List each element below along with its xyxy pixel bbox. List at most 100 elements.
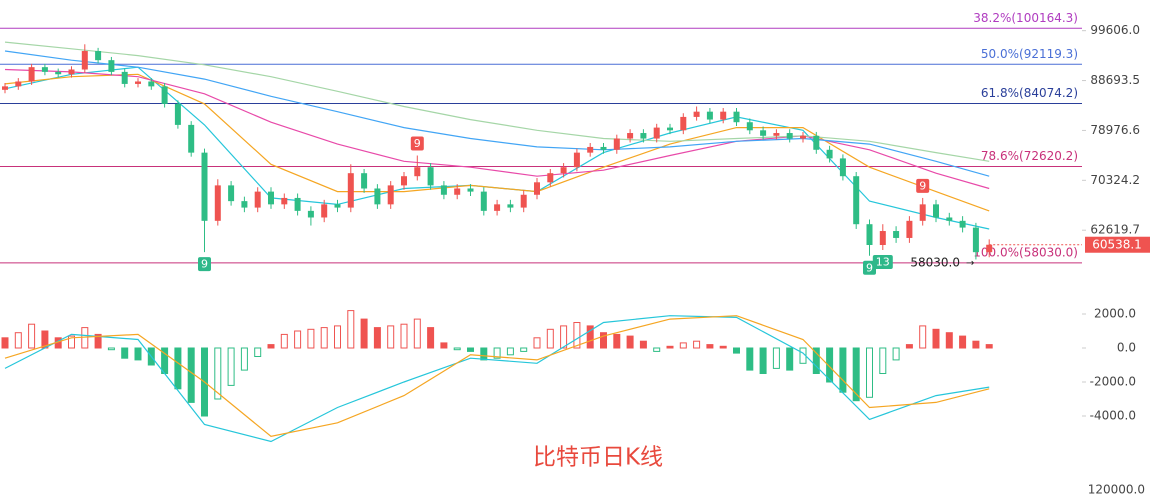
candle-body xyxy=(786,133,793,139)
candle-body xyxy=(573,152,580,168)
fib-label: 61.8%(84074.2) xyxy=(981,86,1078,100)
candle-body xyxy=(693,111,700,117)
macd-bar xyxy=(360,318,368,349)
candle-body xyxy=(28,67,35,82)
macd-bar xyxy=(214,347,222,400)
moving-average xyxy=(4,50,990,177)
candle-body xyxy=(281,197,288,205)
candle-body xyxy=(640,133,647,139)
candle-body xyxy=(387,185,394,205)
candle-body xyxy=(321,204,328,218)
macd-bar xyxy=(613,333,621,349)
macd-bar xyxy=(626,335,634,349)
macd-bar xyxy=(679,342,687,349)
candle-body xyxy=(613,138,620,150)
candle-body xyxy=(507,204,514,208)
macd-bar xyxy=(134,347,142,361)
macd-bar xyxy=(932,328,940,349)
macd-bar xyxy=(427,327,435,349)
macd-bar xyxy=(480,347,488,361)
macd-bar xyxy=(387,325,395,349)
candle-body xyxy=(294,197,301,211)
candle-body xyxy=(161,86,168,104)
candle-body xyxy=(560,167,567,174)
macd-bar xyxy=(719,345,727,349)
macd-bar xyxy=(121,347,129,359)
macd-bar xyxy=(334,325,341,349)
y-tick-label: 2000.0 xyxy=(1094,307,1136,321)
candle-body xyxy=(307,210,314,218)
candle-body xyxy=(893,231,900,238)
candle-body xyxy=(228,185,235,202)
candle-body xyxy=(760,130,767,136)
macd-bar xyxy=(506,347,514,356)
annotation-badge xyxy=(916,178,930,193)
macd-bar xyxy=(307,328,315,349)
macd-bar xyxy=(905,344,913,349)
annotation-label: 13 xyxy=(876,256,890,269)
chart-title: 比特币日K线 xyxy=(533,445,663,471)
candle-body xyxy=(361,173,368,189)
macd-bar xyxy=(227,347,235,386)
macd-bar xyxy=(586,325,594,349)
candle-body xyxy=(214,185,221,221)
fib-label: 78.6%(72620.2) xyxy=(981,149,1078,163)
macd-bar xyxy=(839,347,847,393)
macd-bar xyxy=(653,347,661,352)
macd-bar xyxy=(280,333,288,349)
candle-body xyxy=(972,227,979,253)
macd-bar xyxy=(373,327,381,349)
candle-body xyxy=(667,127,673,131)
y-tick-label: 120000.0 xyxy=(1088,483,1145,494)
candle-body xyxy=(135,81,141,84)
candle-body xyxy=(946,217,953,221)
macd-bar xyxy=(560,325,568,349)
macd-bar xyxy=(733,347,740,354)
y-tick-label: 88693.5 xyxy=(1090,73,1140,87)
candle-body xyxy=(347,173,354,208)
candle-body xyxy=(627,133,634,139)
candle-body xyxy=(986,244,993,253)
candle-body xyxy=(440,185,447,195)
candle-body xyxy=(919,204,926,221)
y-tick-label: 70324.2 xyxy=(1090,173,1140,187)
candle-body xyxy=(600,146,607,150)
y-tick-label: 78976.6 xyxy=(1090,123,1140,137)
annotation-label: 9 xyxy=(919,179,926,192)
macd-bar xyxy=(693,340,701,349)
candle-body xyxy=(853,176,860,225)
macd-bar xyxy=(1,337,9,349)
macd-bar xyxy=(852,347,860,402)
macd-bar xyxy=(772,347,780,369)
fib-label: 50.0%(92119.3) xyxy=(981,47,1078,61)
macd-bar xyxy=(812,347,820,375)
macd-bar xyxy=(600,332,607,349)
macd-bar xyxy=(28,323,36,349)
macd-bar xyxy=(759,347,767,375)
candle-body xyxy=(826,149,833,159)
macd-bar xyxy=(187,347,195,403)
candle-body xyxy=(906,220,913,238)
annotation-badge xyxy=(872,255,893,270)
candle-body xyxy=(653,127,660,139)
candle-body xyxy=(813,135,820,150)
macd-line xyxy=(4,315,990,438)
macd-bar xyxy=(520,347,528,352)
annotation-badge xyxy=(410,136,424,151)
candle-body xyxy=(201,152,208,221)
candle-body xyxy=(733,111,740,123)
candle-body xyxy=(866,224,873,246)
macd-bar xyxy=(919,325,927,349)
y-tick-label: 99606.0 xyxy=(1090,23,1140,37)
annotation-badge xyxy=(863,260,876,275)
macd-bar xyxy=(493,347,501,359)
candle-body xyxy=(427,167,434,186)
candle-body xyxy=(68,69,75,75)
candle-body xyxy=(241,201,248,208)
candle-body xyxy=(454,188,461,195)
candle-body xyxy=(467,188,474,192)
low-marker-label: 58030.0 xyxy=(910,255,960,269)
annotation-label: 9 xyxy=(866,261,873,274)
fib-label: 100.0%(58030.0) xyxy=(973,245,1078,259)
